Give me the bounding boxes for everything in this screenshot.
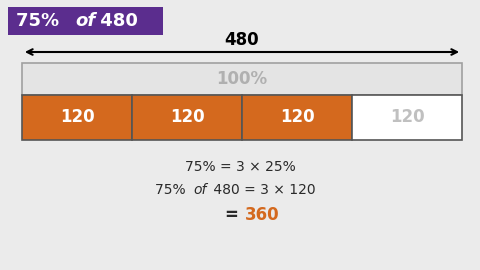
Text: 120: 120 [170,109,204,127]
Text: 120: 120 [280,109,314,127]
Text: 75%: 75% [16,12,65,30]
Text: 75%: 75% [155,183,190,197]
Text: 480 = 3 × 120: 480 = 3 × 120 [209,183,316,197]
Text: 480: 480 [94,12,138,30]
Text: 120: 120 [60,109,94,127]
Bar [352,95,462,140]
Text: of: of [193,183,206,197]
Text: =: = [226,206,245,224]
Text: 75% = 3 × 25%: 75% = 3 × 25% [185,160,295,174]
Bar [22,63,462,95]
Text: 360: 360 [245,206,280,224]
Text: of: of [75,12,95,30]
Text: 480: 480 [225,31,259,49]
Bar [22,95,132,140]
Text: 120: 120 [390,109,424,127]
Bar [8,7,163,35]
Bar [132,95,242,140]
Bar [242,95,352,140]
Text: 100%: 100% [216,70,267,88]
